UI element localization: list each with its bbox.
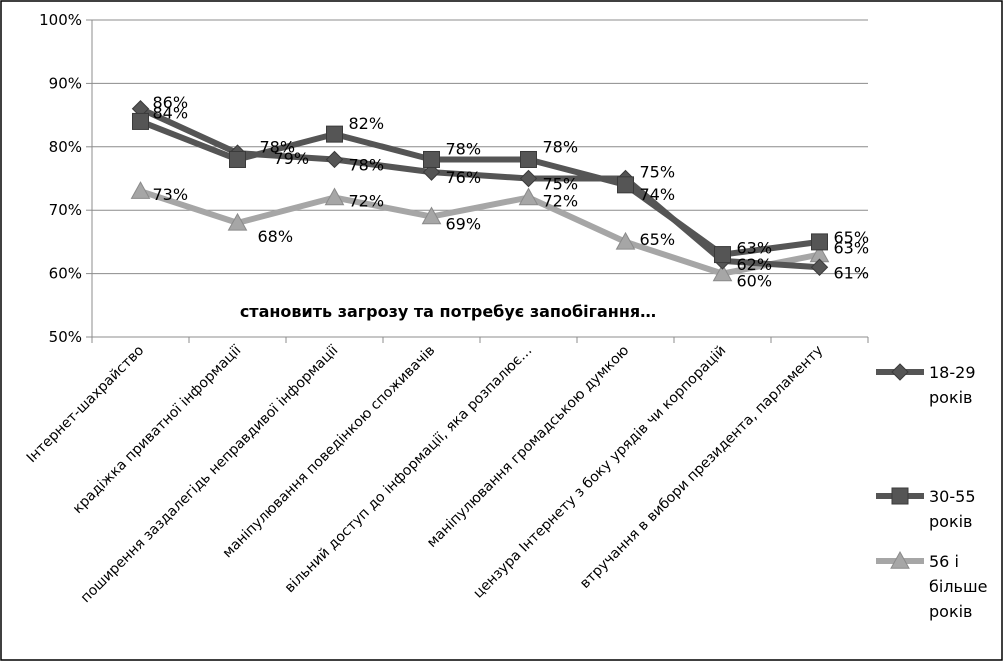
series-marker-square	[520, 150, 537, 168]
legend-item: 30-55 років	[876, 487, 976, 531]
series-marker-triangle	[130, 181, 151, 199]
series-line	[139, 118, 820, 258]
data-label: 78%	[543, 137, 579, 156]
series-marker-square	[132, 112, 149, 130]
data-label: 84%	[153, 103, 189, 122]
series-marker-diamond	[422, 163, 441, 181]
data-label: 60%	[737, 272, 773, 291]
data-label: 63%	[737, 239, 773, 258]
data-label: 73%	[153, 185, 189, 204]
series-marker-diamond	[519, 169, 538, 188]
series-marker-diamond	[325, 150, 344, 169]
data-label: 65%	[834, 228, 870, 247]
data-label: 82%	[349, 114, 385, 133]
y-tick-label: 50%	[49, 328, 82, 346]
series-layer	[130, 100, 830, 282]
data-label: 72%	[349, 192, 385, 211]
series-marker-triangle	[324, 187, 345, 206]
data-label: 78%	[349, 155, 385, 174]
legend-item: 18-29 років	[876, 363, 976, 407]
data-label: 79%	[274, 149, 310, 168]
series-marker-triangle	[890, 550, 910, 569]
data-label: 78%	[260, 137, 296, 156]
data-label: 72%	[543, 192, 579, 211]
series-marker-square	[714, 246, 731, 264]
y-tick-label: 90%	[49, 74, 82, 92]
data-labels: 86%79% 78%76% 75%75%62% 61%84%78%82%78% 78%7…	[153, 93, 870, 291]
legend-label: 56 і більше років	[929, 552, 987, 621]
data-label: 62%	[737, 255, 773, 274]
data-label: 69%	[446, 215, 482, 234]
series-3	[130, 181, 830, 282]
y-tick-label: 60%	[49, 265, 82, 283]
series-marker-diamond	[891, 363, 909, 381]
legend-label: 18-29 років	[929, 363, 976, 407]
series-marker-diamond	[810, 258, 829, 276]
data-label: 68%	[258, 227, 294, 246]
series-marker-square	[326, 125, 343, 143]
data-label: 75%	[543, 175, 579, 194]
y-tick-label: 100%	[39, 11, 82, 29]
series-marker-square	[891, 487, 909, 505]
data-label: 61%	[834, 263, 870, 282]
data-label: 86%	[153, 93, 189, 112]
data-label: 76%	[446, 168, 482, 187]
data-label: 78%	[446, 139, 482, 158]
legend: 18-29 років 30-55 років 56 і більше років	[876, 363, 987, 621]
series-marker-triangle	[712, 263, 733, 282]
series-marker-triangle	[421, 206, 442, 225]
y-tick-label: 70%	[49, 201, 82, 219]
chart-annotation: становить загрозу та потребує запобіганн…	[240, 302, 656, 321]
series-marker-square	[423, 150, 440, 168]
series-line	[139, 188, 821, 277]
series-marker-square	[811, 233, 828, 251]
data-label: 75%	[640, 163, 676, 182]
data-label: 63%	[834, 239, 870, 258]
series-marker-triangle	[518, 187, 539, 206]
series-marker-triangle	[227, 212, 248, 231]
legend-label: 30-55 років	[929, 487, 976, 531]
series-2	[132, 112, 828, 264]
series-marker-triangle	[615, 231, 636, 250]
data-label: 65%	[640, 230, 676, 249]
y-axis: 50% 60% 70% 80% 90% 100%	[39, 11, 93, 346]
series-marker-square	[617, 176, 634, 194]
data-label: 74%	[640, 185, 676, 204]
y-tick-label: 80%	[49, 138, 82, 156]
legend-item: 56 і більше років	[876, 550, 987, 621]
series-marker-square	[229, 150, 246, 168]
